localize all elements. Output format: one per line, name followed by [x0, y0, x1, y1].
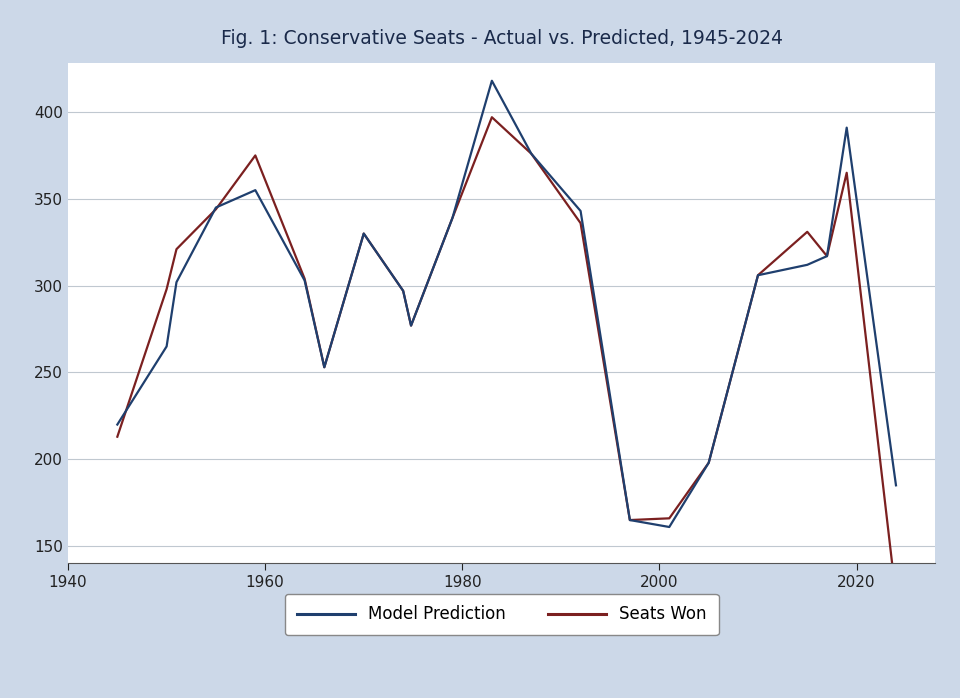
X-axis label: year: year	[483, 596, 520, 614]
Legend: Model Prediction, Seats Won: Model Prediction, Seats Won	[285, 594, 718, 635]
Title: Fig. 1: Conservative Seats - Actual vs. Predicted, 1945-2024: Fig. 1: Conservative Seats - Actual vs. …	[221, 29, 782, 48]
